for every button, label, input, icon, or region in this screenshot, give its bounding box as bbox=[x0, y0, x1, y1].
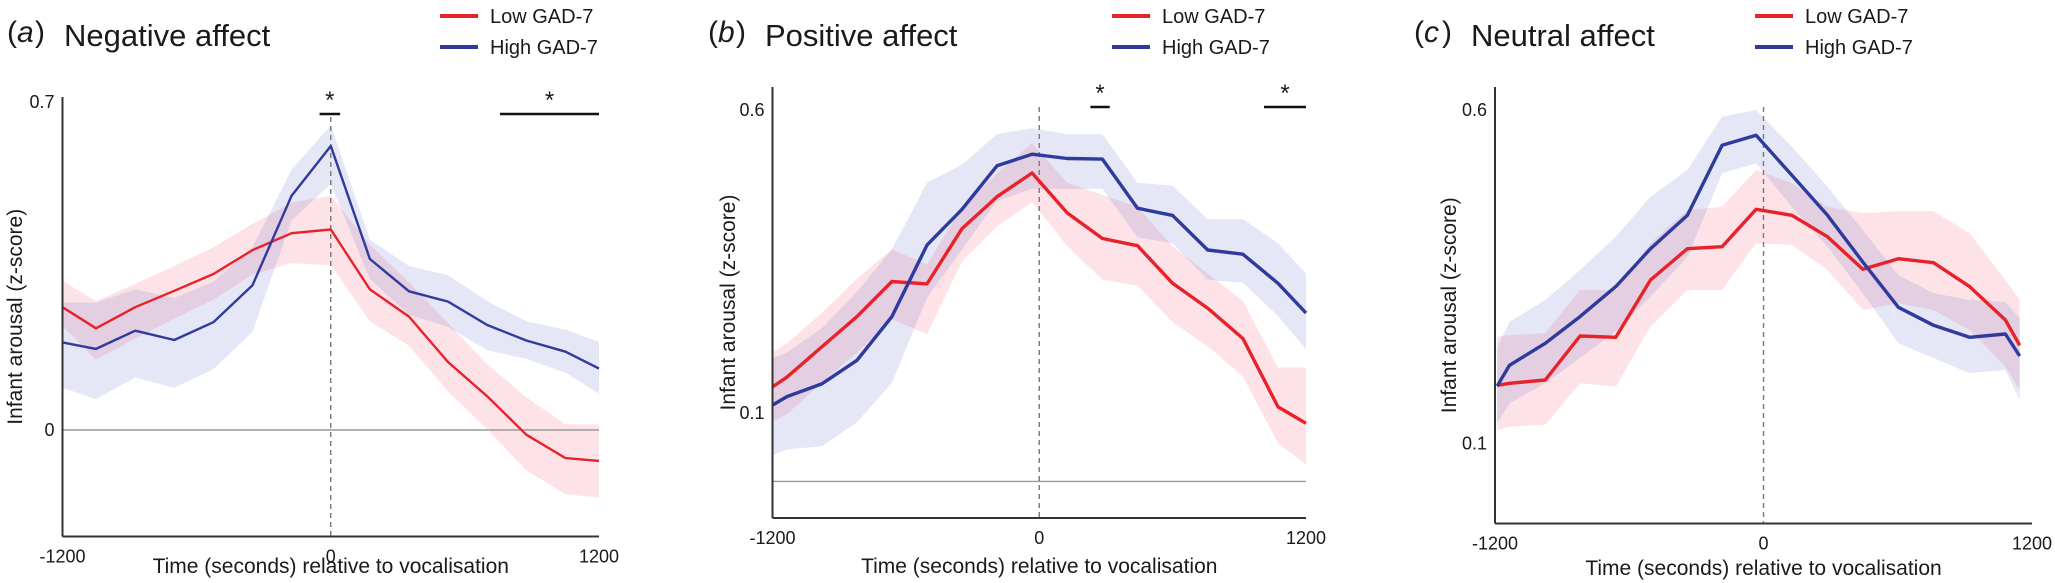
y-tick-label: 0.1 bbox=[1462, 433, 1487, 453]
band-high-gad7 bbox=[1497, 110, 2020, 424]
line-low-gad7 bbox=[1496, 207, 2022, 387]
x-tick-label: 1200 bbox=[1286, 528, 1326, 548]
legend: Low GAD-7 High GAD-7 bbox=[440, 6, 598, 59]
x-tick-label: 1200 bbox=[2012, 534, 2052, 554]
x-tick-label: 0 bbox=[1034, 528, 1044, 548]
y-axis-label: Infant arousal (z-score) bbox=[717, 195, 740, 411]
panel-letter: b bbox=[718, 16, 735, 49]
y-axis-label: Infant arousal (z-score) bbox=[1438, 197, 1461, 413]
x-tick-label: -1200 bbox=[749, 528, 795, 548]
significance-asterisk: * bbox=[545, 87, 554, 114]
x-tick-label: -1200 bbox=[39, 547, 85, 567]
line-high-gad7 bbox=[771, 152, 1308, 407]
panel-b: (b) Positive affect Low GAD-7 High GAD-7 0.6… bbox=[708, 6, 1326, 578]
panel-letter-open-paren: ( bbox=[7, 16, 17, 49]
panel-letter-close-paren: ) bbox=[35, 16, 45, 49]
legend-label-low: Low GAD-7 bbox=[490, 6, 593, 28]
panel-c: (c) Neutral affect Low GAD-7 High GAD-7 0.6 0… bbox=[1414, 6, 2052, 580]
panel-title: Negative affect bbox=[64, 18, 271, 53]
y-tick-label: 0.1 bbox=[739, 403, 764, 423]
panel-letter: c bbox=[1424, 16, 1439, 49]
panel-letter-close-paren: ) bbox=[1442, 16, 1452, 49]
x-tick-label: 0 bbox=[326, 547, 336, 567]
line-low-gad7 bbox=[61, 228, 600, 463]
legend-label-low: Low GAD-7 bbox=[1162, 6, 1265, 28]
line-low-gad7 bbox=[771, 171, 1307, 425]
panel-heading: (c) Neutral affect bbox=[1414, 16, 1655, 53]
x-axis-label: Time (seconds) relative to vocalisation bbox=[861, 555, 1217, 578]
panel-a: (a) Negative affect Low GAD-7 High GAD-7 0.7… bbox=[4, 6, 619, 578]
panel-letter-open-paren: ( bbox=[708, 16, 718, 49]
legend: Low GAD-7 High GAD-7 bbox=[1755, 6, 1913, 59]
panel-letter-open-paren: ( bbox=[1414, 16, 1424, 49]
panel-title: Neutral affect bbox=[1471, 18, 1655, 53]
x-axis-label: Time (seconds) relative to vocalisation bbox=[1585, 557, 1941, 580]
x-tick-label: 0 bbox=[1758, 534, 1768, 554]
line-high-gad7 bbox=[1495, 133, 2022, 387]
panel-heading: (b) Positive affect bbox=[708, 16, 958, 53]
band-high-gad7 bbox=[772, 128, 1306, 456]
band-low-gad7 bbox=[62, 195, 599, 498]
legend-label-high: High GAD-7 bbox=[1162, 37, 1270, 59]
y-tick-label: 0.7 bbox=[29, 92, 54, 112]
y-tick-label: 0.6 bbox=[739, 100, 764, 120]
significance-asterisk: * bbox=[1280, 80, 1289, 107]
panel-title: Positive affect bbox=[765, 18, 958, 53]
y-tick-label: 0 bbox=[44, 420, 54, 440]
legend-label-high: High GAD-7 bbox=[1805, 37, 1913, 59]
panel-letter-close-paren: ) bbox=[736, 16, 746, 49]
legend: Low GAD-7 High GAD-7 bbox=[1112, 6, 1270, 59]
band-low-gad7 bbox=[1497, 170, 2020, 430]
y-axis-label: Infant arousal (z-score) bbox=[4, 209, 27, 425]
significance-asterisk: * bbox=[1095, 80, 1104, 107]
y-tick-label: 0.6 bbox=[1462, 100, 1487, 120]
legend-label-low: Low GAD-7 bbox=[1805, 6, 1908, 28]
legend-label-high: High GAD-7 bbox=[490, 37, 598, 59]
x-tick-label: -1200 bbox=[1472, 534, 1518, 554]
panel-letter: a bbox=[17, 16, 34, 49]
significance-asterisk: * bbox=[325, 87, 334, 114]
line-high-gad7 bbox=[62, 144, 600, 370]
x-axis-label: Time (seconds) relative to vocalisation bbox=[153, 555, 509, 578]
x-tick-label: 1200 bbox=[579, 547, 619, 567]
panel-heading: (a) Negative affect bbox=[7, 16, 271, 53]
